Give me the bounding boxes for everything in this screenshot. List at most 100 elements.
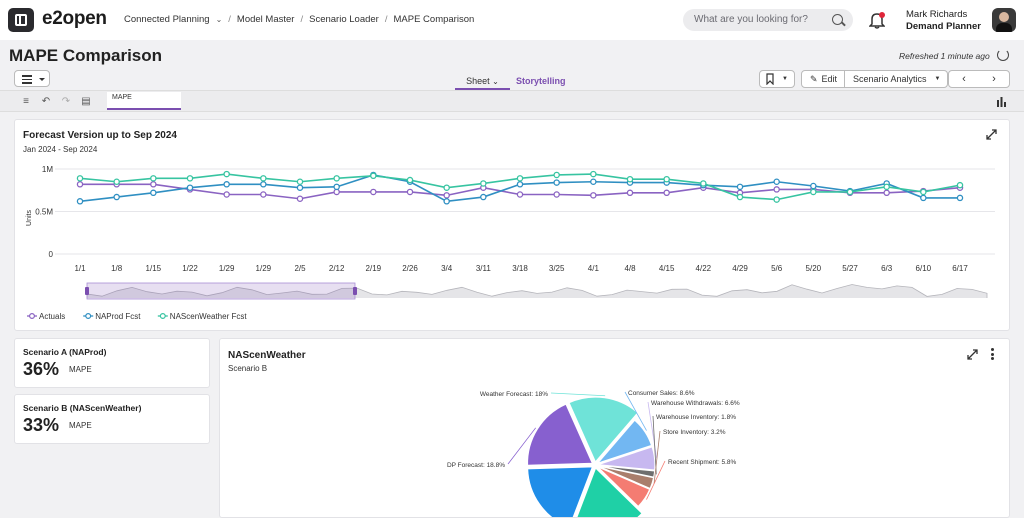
x-tick-label: 1/15: [146, 264, 162, 273]
data-point: [920, 188, 927, 196]
data-point: [736, 193, 744, 201]
breadcrumb-item-scenario-loader[interactable]: Scenario Loader: [309, 14, 379, 25]
caret-down-icon: ▼: [934, 76, 941, 82]
search-icon[interactable]: [832, 14, 843, 25]
data-point: [150, 181, 157, 188]
breadcrumb-item-model-master[interactable]: Model Master: [236, 14, 295, 25]
breadcrumb-separator: /: [300, 14, 304, 25]
data-point: [443, 192, 450, 199]
kpi-value: 33%: [23, 415, 60, 435]
navigator-area: [86, 284, 988, 298]
tab-sheet[interactable]: Sheet ⌄: [455, 72, 510, 90]
avatar[interactable]: [992, 8, 1016, 32]
bookmark-icon: [766, 73, 774, 85]
x-tick-label: 4/8: [624, 264, 636, 273]
scenario-analytics-dropdown[interactable]: Scenario Analytics ▼: [844, 70, 948, 88]
data-point: [956, 194, 964, 202]
data-point: [553, 191, 560, 198]
brand-logo[interactable]: e2open: [42, 8, 107, 29]
edit-button[interactable]: ✎ Edit: [801, 70, 845, 88]
pie-label: Recent Shipment: 5.8%: [668, 459, 737, 466]
sheet-toolbar: ≡ ↶ ↷ ▤: [0, 90, 1024, 112]
search-placeholder: What are you looking for?: [694, 14, 808, 25]
y-axis-label: Units: [26, 210, 33, 226]
x-tick-label: 3/18: [512, 264, 528, 273]
x-tick-label: 4/1: [588, 264, 600, 273]
forecast-chart-card: Forecast Version up to Sep 2024 Jan 2024…: [14, 119, 1010, 331]
pie-leader-line: [624, 391, 647, 431]
data-point: [773, 186, 780, 193]
chevron-left-icon[interactable]: ‹: [962, 73, 966, 85]
redo-icon[interactable]: ↷: [61, 96, 71, 107]
pie-label: Weather Forecast: 18%: [480, 391, 548, 398]
legend-label: Actuals: [39, 312, 65, 321]
menu-dropdown-button[interactable]: [14, 70, 50, 87]
pie-subtitle: Scenario B: [228, 364, 268, 373]
data-point: [590, 192, 597, 199]
pie-slice: [526, 403, 594, 467]
pie-slice: [595, 419, 653, 465]
page-nav-group: ‹ ›: [948, 70, 1010, 88]
search-input[interactable]: What are you looking for?: [683, 9, 853, 31]
refresh-status: Refreshed 1 minute ago: [899, 51, 990, 61]
sidebar-toggle-icon[interactable]: [8, 8, 34, 32]
pie-title: NAScenWeather: [228, 350, 306, 361]
data-point: [223, 191, 230, 198]
notification-bell-icon[interactable]: [869, 11, 885, 29]
pie-leader-line: [646, 460, 666, 500]
data-point: [113, 178, 120, 186]
tab-mape[interactable]: MAPE: [107, 92, 181, 110]
user-name: Mark Richards: [906, 9, 968, 20]
data-point: [553, 179, 560, 186]
y-tick-label: 0.5M: [35, 208, 53, 217]
data-point: [76, 175, 84, 182]
data-point: [296, 195, 304, 203]
chevron-down-icon: ⌄: [492, 77, 499, 86]
pie-label: Consumer Sales: 8.6%: [628, 390, 695, 397]
data-point: [150, 175, 157, 182]
user-info[interactable]: Mark Richards Demand Planner: [906, 9, 981, 33]
pie-label: Warehouse Withdrawals: 6.6%: [651, 400, 740, 407]
legend-label: NAScenWeather Fcst: [170, 312, 248, 321]
pie-chart: Weather Forecast: 18% Consumer Sales: 8.6…: [447, 390, 740, 517]
filter-search-icon[interactable]: ≡: [23, 96, 29, 107]
expand-icon[interactable]: [967, 349, 978, 360]
pencil-icon: ✎: [810, 73, 818, 84]
caret-down-icon: ▼: [782, 76, 788, 82]
data-point: [700, 180, 707, 187]
refresh-icon[interactable]: [997, 49, 1009, 61]
pie-slice: [597, 465, 655, 490]
y-tick-label: 1M: [42, 165, 53, 174]
pie-leader-line: [507, 427, 537, 465]
page-title: MAPE Comparison: [9, 46, 163, 65]
x-tick-label: 4/29: [732, 264, 748, 273]
chevron-down-icon[interactable]: ⌄: [215, 15, 223, 24]
data-point: [406, 176, 414, 184]
data-point: [296, 184, 304, 191]
data-point: [223, 170, 230, 178]
breadcrumb-item-connected-planning[interactable]: Connected Planning: [124, 14, 210, 25]
caret-down-icon: [39, 78, 45, 81]
chart-bars-icon[interactable]: [996, 97, 1007, 107]
data-point: [406, 188, 414, 196]
data-point: [516, 181, 524, 188]
data-point: [553, 171, 560, 179]
x-tick-label: 1/1: [74, 264, 86, 273]
chart-title: Forecast Version up to Sep 2024: [23, 130, 177, 141]
pie-label: DP Forecast: 18.8%: [447, 462, 505, 469]
bookmark-button[interactable]: ▼: [759, 70, 795, 88]
expand-icon[interactable]: [986, 129, 997, 140]
data-point: [480, 180, 487, 187]
chart-subtitle: Jan 2024 - Sep 2024: [23, 145, 98, 154]
tab-storytelling[interactable]: Storytelling: [516, 76, 566, 86]
more-options-icon[interactable]: [991, 348, 995, 360]
undo-icon[interactable]: ↶: [41, 96, 51, 107]
kpi-unit: MAPE: [69, 421, 92, 430]
legend-marker: [159, 313, 166, 320]
kpi-title: Scenario B (NAScenWeather): [23, 403, 142, 413]
clipboard-icon[interactable]: ▤: [81, 96, 91, 107]
chevron-right-icon[interactable]: ›: [992, 73, 996, 85]
navigator-handle-right: [353, 287, 357, 295]
x-tick-label: 2/19: [366, 264, 382, 273]
data-point: [113, 193, 120, 201]
